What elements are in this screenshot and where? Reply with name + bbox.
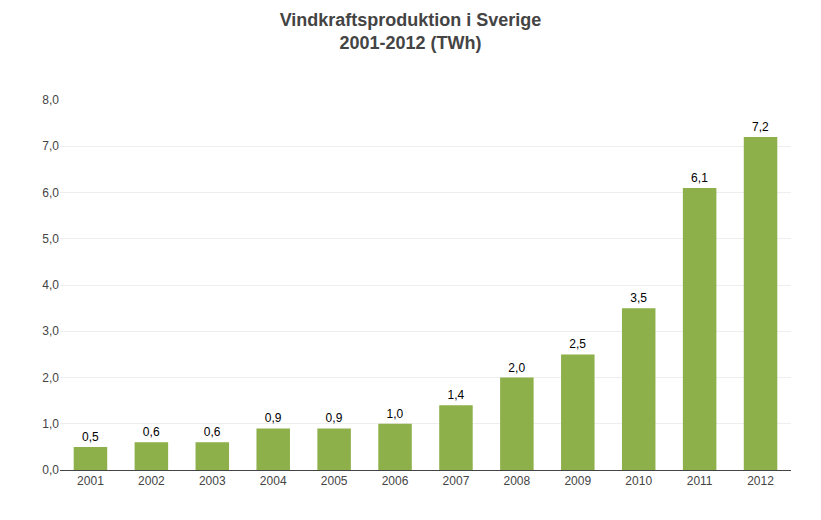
svg-text:3,5: 3,5 [630, 291, 647, 305]
svg-text:0,6: 0,6 [204, 425, 221, 439]
svg-text:6,0: 6,0 [42, 186, 59, 200]
svg-text:2,0: 2,0 [508, 361, 525, 375]
svg-text:0,9: 0,9 [265, 411, 282, 425]
svg-text:2001: 2001 [77, 474, 104, 488]
svg-text:2012: 2012 [747, 474, 774, 488]
svg-text:2004: 2004 [260, 474, 287, 488]
svg-text:2003: 2003 [199, 474, 226, 488]
svg-text:5,0: 5,0 [42, 232, 59, 246]
svg-text:2010: 2010 [625, 474, 652, 488]
svg-text:2008: 2008 [504, 474, 531, 488]
svg-text:7,2: 7,2 [752, 120, 769, 134]
svg-text:2011: 2011 [687, 474, 713, 488]
svg-text:2,5: 2,5 [569, 337, 586, 351]
svg-text:8,0: 8,0 [42, 93, 59, 107]
svg-text:6,1: 6,1 [691, 171, 708, 185]
svg-text:2006: 2006 [382, 474, 409, 488]
svg-text:0,0: 0,0 [42, 463, 59, 477]
svg-text:Vindkraftsproduktion i Sverige: Vindkraftsproduktion i Sverige2001-2012 … [280, 10, 542, 53]
svg-text:7,0: 7,0 [42, 139, 59, 153]
svg-text:3,0: 3,0 [42, 324, 59, 338]
svg-text:1,4: 1,4 [447, 388, 464, 402]
svg-text:1,0: 1,0 [387, 407, 404, 421]
svg-text:2009: 2009 [564, 474, 591, 488]
svg-text:2007: 2007 [443, 474, 470, 488]
svg-text:2005: 2005 [321, 474, 348, 488]
svg-text:4,0: 4,0 [42, 278, 59, 292]
svg-text:2,0: 2,0 [42, 371, 59, 385]
svg-text:0,5: 0,5 [82, 430, 99, 444]
svg-text:0,9: 0,9 [326, 411, 343, 425]
svg-text:2002: 2002 [138, 474, 165, 488]
svg-text:1,0: 1,0 [42, 417, 59, 431]
svg-text:0,6: 0,6 [143, 425, 160, 439]
